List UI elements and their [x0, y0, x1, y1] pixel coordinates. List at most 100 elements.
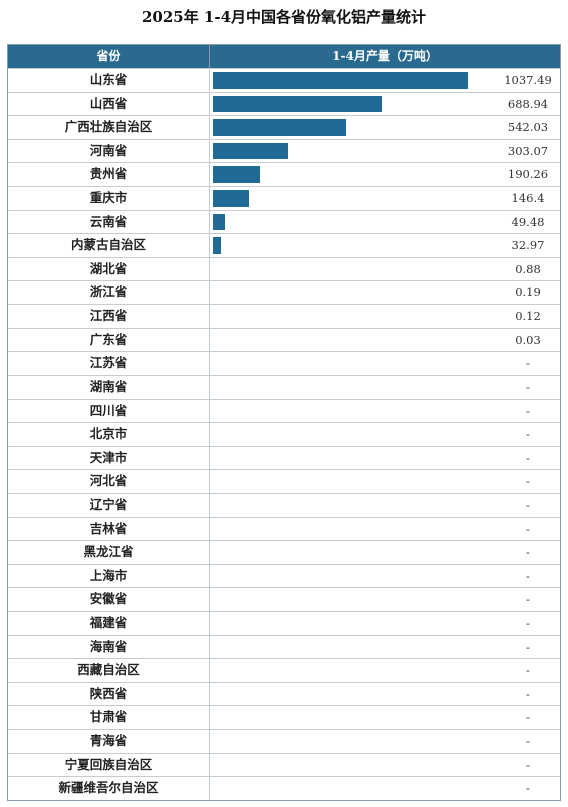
- row-value-cell: -: [210, 470, 560, 493]
- table-header: 省份 1-4月产量（万吨）: [8, 45, 560, 68]
- data-label: 1037.49: [504, 73, 552, 87]
- row-category-label: 重庆市: [8, 187, 210, 210]
- row-value-cell: -: [210, 352, 560, 375]
- row-category-label: 北京市: [8, 423, 210, 446]
- bar-table: 省份 1-4月产量（万吨） 山东省 1037.49 山西省 688.94 广西壮族自治区…: [7, 44, 561, 801]
- bar: [213, 237, 222, 254]
- table-row: 辽宁省 -: [8, 492, 560, 517]
- row-value-cell: 303.07: [210, 140, 560, 163]
- table-row: 陕西省 -: [8, 681, 560, 706]
- data-label: 303.07: [507, 143, 549, 158]
- row-value-cell: 0.12: [210, 305, 560, 328]
- table-row: 浙江省 0.19: [8, 280, 560, 305]
- data-label: -: [526, 639, 530, 654]
- row-category-label: 湖南省: [8, 375, 210, 399]
- bar: [213, 213, 226, 231]
- row-value-cell: -: [210, 730, 560, 753]
- table-row: 重庆市 146.4: [8, 186, 560, 210]
- data-label: -: [526, 663, 530, 678]
- row-value-cell: -: [210, 777, 560, 800]
- row-category-label: 福建省: [8, 612, 210, 635]
- table-row: 广东省 0.03: [8, 327, 560, 352]
- data-label: 0.88: [515, 261, 541, 276]
- row-value-cell: -: [210, 612, 560, 635]
- data-label: 0.03: [515, 332, 541, 347]
- row-category-label: 安徽省: [8, 588, 210, 612]
- bar: [213, 119, 347, 136]
- row-category-label: 河北省: [8, 470, 210, 493]
- row-category-label: 黑龙江省: [8, 541, 210, 564]
- row-category-label: 山东省: [8, 69, 210, 92]
- row-value-cell: 0.19: [210, 281, 560, 304]
- bar: [213, 95, 383, 113]
- row-value-cell: -: [210, 518, 560, 541]
- bar: [213, 142, 288, 160]
- table-row: 北京市 -: [8, 422, 560, 446]
- data-label: -: [526, 568, 530, 583]
- table-row: 宁夏回族自治区 -: [8, 752, 560, 777]
- data-label: 190.26: [507, 167, 549, 182]
- row-value-cell: -: [210, 423, 560, 446]
- table-row: 西藏自治区 -: [8, 658, 560, 682]
- table-row: 安徽省 -: [8, 587, 560, 612]
- row-value-cell: 190.26: [210, 163, 560, 186]
- table-row: 吉林省 -: [8, 516, 560, 541]
- data-label: -: [526, 757, 530, 772]
- data-label: 0.12: [515, 309, 541, 324]
- data-label: 146.4: [511, 191, 545, 206]
- data-label: -: [526, 521, 530, 536]
- row-value-cell: -: [210, 636, 560, 659]
- row-category-label: 辽宁省: [8, 493, 210, 517]
- data-label: 688.94: [507, 96, 549, 111]
- table-row: 云南省 49.48: [8, 209, 560, 234]
- data-label: -: [526, 592, 530, 607]
- row-category-label: 江苏省: [8, 352, 210, 375]
- table-row: 江西省 0.12: [8, 304, 560, 328]
- row-category-label: 山西省: [8, 92, 210, 116]
- row-category-label: 四川省: [8, 399, 210, 423]
- data-label: -: [526, 616, 530, 631]
- chart-title: 2025年 1-4月中国各省份氧化铝产量统计: [141, 8, 427, 26]
- row-category-label: 青海省: [8, 730, 210, 753]
- row-category-label: 云南省: [8, 210, 210, 234]
- table-row: 青海省 -: [8, 729, 560, 753]
- row-value-cell: -: [210, 565, 560, 588]
- row-value-cell: -: [210, 376, 560, 399]
- table-row: 天津市 -: [8, 445, 560, 470]
- table-row: 内蒙古自治区 32.97: [8, 233, 560, 257]
- data-label: -: [526, 734, 530, 749]
- row-value-cell: -: [210, 400, 560, 423]
- row-value-cell: 0.88: [210, 258, 560, 281]
- data-label: -: [526, 497, 530, 512]
- row-category-label: 浙江省: [8, 281, 210, 305]
- row-category-label: 新疆维吾尔自治区: [8, 777, 210, 800]
- table-row: 广西壮族自治区 542.03: [8, 115, 560, 139]
- data-label: 49.48: [511, 214, 545, 229]
- row-category-label: 江西省: [8, 305, 210, 328]
- row-value-cell: -: [210, 541, 560, 564]
- table-row: 新疆维吾尔自治区 -: [8, 776, 560, 800]
- row-value-cell: 32.97: [210, 234, 560, 257]
- row-value-cell: -: [210, 447, 560, 470]
- row-category-label: 湖北省: [8, 257, 210, 281]
- bar: [213, 190, 249, 207]
- row-category-label: 河南省: [8, 139, 210, 163]
- data-label: -: [526, 379, 530, 394]
- table-row: 湖北省 0.88: [8, 256, 560, 281]
- table-row: 黑龙江省 -: [8, 540, 560, 564]
- row-value-cell: -: [210, 754, 560, 777]
- data-label: 542.03: [507, 120, 549, 135]
- row-value-cell: 49.48: [210, 211, 560, 234]
- data-label: -: [526, 403, 530, 418]
- data-label: -: [526, 545, 530, 560]
- row-category-label: 海南省: [8, 635, 210, 659]
- data-label: -: [526, 450, 530, 465]
- data-label: -: [526, 710, 530, 725]
- row-category-label: 广西壮族自治区: [8, 116, 210, 139]
- table-body: 山东省 1037.49 山西省 688.94 广西壮族自治区 542.03 河南省 303.0…: [8, 68, 560, 800]
- row-value-cell: 1037.49: [210, 69, 560, 92]
- table-row: 山西省 688.94: [8, 91, 560, 116]
- header-category: 省份: [8, 45, 210, 68]
- data-label: 32.97: [511, 238, 545, 253]
- table-row: 海南省 -: [8, 634, 560, 659]
